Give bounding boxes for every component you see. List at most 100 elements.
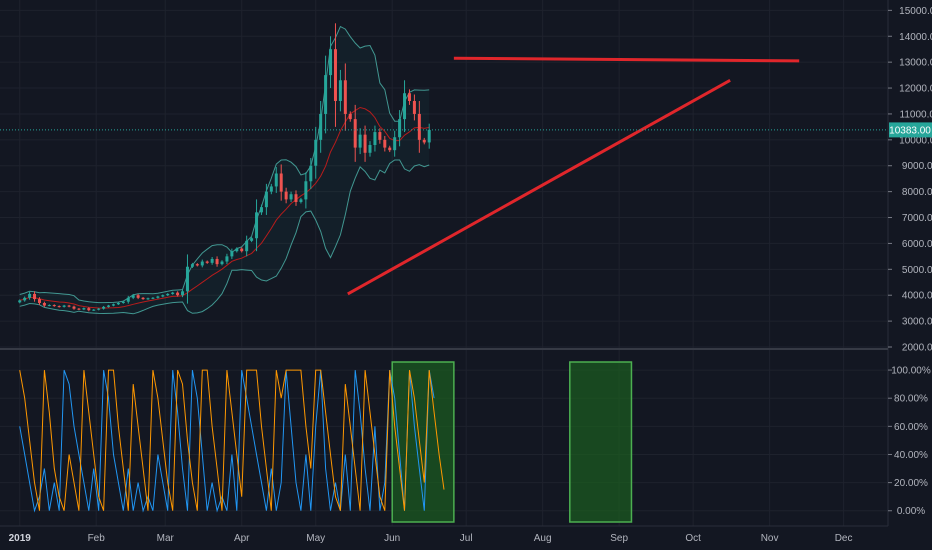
price-panel[interactable]	[0, 23, 888, 315]
candle-body	[205, 261, 209, 263]
price-tick-label: 9000.00	[902, 161, 932, 172]
price-tick-label: 7000.00	[902, 213, 932, 224]
candle-body	[102, 306, 106, 309]
price-tick-label: 13000.00	[899, 58, 932, 69]
candle-body	[28, 293, 32, 298]
candle-body	[289, 194, 293, 200]
time-tick-label: May	[306, 533, 325, 544]
price-tick-label: 8000.00	[902, 187, 932, 198]
candle-body	[87, 308, 91, 311]
candle-body	[378, 132, 382, 140]
candle-body	[299, 199, 303, 202]
candle-body	[398, 119, 402, 138]
candle-body	[33, 293, 37, 300]
oscillator-panel[interactable]	[19, 361, 633, 523]
candle-body	[220, 261, 224, 265]
candle-body	[269, 186, 273, 192]
candle-body	[176, 292, 180, 296]
candle-body	[107, 305, 111, 307]
candle-body	[141, 297, 145, 300]
price-tick-label: 12000.00	[899, 84, 932, 95]
candle-body	[284, 191, 288, 200]
price-axis[interactable]: 15000.00 14000.00 13000.00 12000.00 11000.00…	[888, 6, 932, 354]
candle-body	[57, 306, 61, 308]
candle-body	[171, 292, 175, 294]
candle-body	[156, 296, 160, 298]
last-price-label: 10383.00	[889, 125, 931, 136]
price-tick-label: 5000.00	[902, 265, 932, 276]
candle-body	[348, 113, 352, 120]
candle-body	[161, 295, 165, 297]
oscillator-axis[interactable]: 100.00% 80.00% 60.00% 40.00% 20.00% 0.00%	[888, 366, 931, 518]
highlight-box[interactable]	[569, 361, 633, 523]
oscillator-tick-label: 40.00%	[894, 450, 928, 461]
time-tick-label: Apr	[234, 533, 250, 544]
trendline-support[interactable]	[347, 78, 731, 296]
oscillator-tick-label: 60.00%	[894, 422, 928, 433]
candle-body	[18, 300, 22, 303]
candle-body	[403, 93, 407, 120]
candle-body	[116, 302, 120, 305]
candle-body	[407, 93, 411, 101]
candle-body	[240, 248, 244, 252]
candle-body	[324, 75, 328, 114]
price-tick-label: 15000.00	[899, 6, 932, 17]
candle-body	[62, 305, 66, 307]
time-tick-label: Jun	[384, 533, 400, 544]
candle-body	[250, 238, 254, 241]
oscillator-series-line	[19, 369, 435, 513]
time-tick-label: Nov	[761, 533, 779, 544]
candle-body	[200, 261, 204, 266]
candle-body	[77, 308, 81, 310]
candle-body	[47, 305, 51, 307]
candle-body	[215, 258, 219, 265]
price-tick-label: 11000.00	[900, 109, 932, 120]
candle-body	[333, 49, 337, 101]
candle-body	[393, 137, 397, 151]
candle-body	[259, 207, 263, 213]
candle-body	[230, 251, 234, 257]
candle-body	[146, 298, 150, 300]
bollinger-lower-line	[19, 159, 430, 315]
bollinger-upper-line	[19, 25, 430, 304]
time-tick-label: Jul	[460, 533, 473, 544]
candle-body	[314, 139, 318, 166]
candle-body	[23, 297, 27, 301]
trendline-resistance[interactable]	[453, 56, 800, 63]
candle-body	[82, 308, 86, 310]
candle-body	[373, 132, 377, 146]
time-tick-label: Mar	[157, 533, 175, 544]
candle-body	[255, 212, 259, 239]
candle-body	[97, 308, 101, 310]
candle-body	[383, 139, 387, 148]
candle-body	[111, 304, 115, 306]
candle-body	[412, 100, 416, 114]
oscillator-series-line	[19, 369, 445, 511]
candle-body	[294, 194, 298, 202]
candle-body	[151, 297, 155, 299]
price-tick-label: 2000.00	[902, 343, 932, 354]
candle-body	[52, 305, 56, 307]
candle-body	[427, 129, 431, 143]
price-tick-label: 14000.00	[899, 32, 932, 43]
time-axis[interactable]: 2019 Feb Mar Apr May Jun Jul Aug Sep Oct Nov Dec	[9, 533, 853, 544]
candle-body	[353, 119, 357, 148]
candle-body	[185, 266, 189, 292]
price-tick-label: 4000.00	[902, 291, 932, 302]
candle-body	[338, 80, 342, 101]
time-tick-label: 2019	[9, 533, 32, 544]
candle-body	[195, 264, 199, 266]
oscillator-tick-label: 100.00%	[891, 366, 931, 377]
last-price-tag: 10383.00	[889, 122, 932, 138]
bollinger-basis-line	[19, 106, 430, 309]
candle-body	[131, 295, 135, 298]
last-price-tag-background	[889, 122, 932, 138]
candle-body	[309, 165, 313, 182]
price-tick-label: 6000.00	[902, 239, 932, 250]
time-tick-label: Feb	[88, 533, 106, 544]
candle-body	[368, 145, 372, 153]
candle-body	[358, 134, 362, 148]
price-tick-label: 3000.00	[902, 317, 932, 328]
candle-body	[166, 293, 170, 296]
